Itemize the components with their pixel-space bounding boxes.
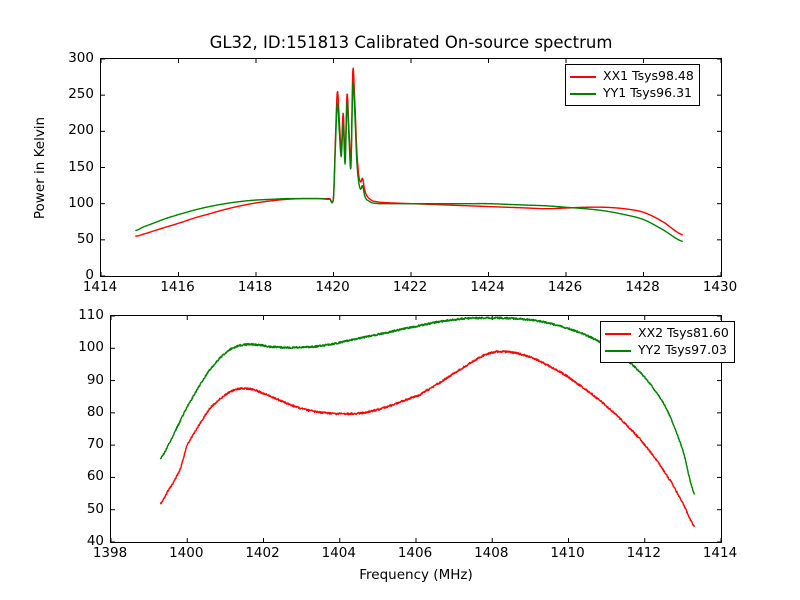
x-tick-label: 1408 [474,545,509,561]
y-tick-label: 300 [68,50,94,66]
y-tick-label: 40 [86,533,104,549]
legend-color-swatch [605,349,631,352]
bottom-panel-xlabel: Frequency (MHz) [359,567,473,583]
data-series-line [159,350,696,527]
legend-label: XX1 Tsys98.48 [603,68,694,84]
x-tick-label: 1420 [315,279,350,295]
legend-color-swatch [570,92,596,95]
legend-entry[interactable]: YY2 Tsys97.03 [605,342,729,359]
y-tick-label: 100 [78,339,104,356]
y-tick-label: 250 [68,86,94,103]
x-tick-label: 1428 [625,279,660,295]
x-tick-label: 1430 [702,279,738,295]
x-tick-label: 1398 [92,545,128,561]
x-tick-label: 1400 [169,545,204,561]
y-tick-label: 90 [86,371,104,388]
legend-label: XX2 Tsys81.60 [638,325,729,341]
x-tick-label: 1414 [702,545,738,561]
y-tick-label: 50 [76,230,94,247]
legend-entry[interactable]: XX1 Tsys98.48 [570,68,694,85]
x-tick-label: 1402 [245,545,280,561]
x-tick-label: 1404 [321,545,356,561]
y-tick-label: 200 [68,122,94,139]
y-tick-label: 150 [68,158,94,175]
x-tick-label: 1410 [550,545,585,561]
x-tick-label: 1424 [470,279,505,295]
x-tick-label: 1422 [392,279,428,295]
top-panel-legend[interactable]: XX1 Tsys98.48 YY1 Tsys96.31 [565,64,700,106]
y-tick-label: 100 [68,194,94,211]
legend-entry[interactable]: XX2 Tsys81.60 [605,325,729,342]
legend-label: YY1 Tsys96.31 [603,85,692,101]
legend-entry[interactable]: YY1 Tsys96.31 [570,85,694,102]
y-tick-label: 50 [86,500,104,517]
x-tick-label: 1416 [160,279,195,295]
x-tick-label: 1412 [626,545,661,561]
data-series-line [135,81,683,242]
legend-color-swatch [570,75,596,78]
y-tick-label: 110 [78,307,104,323]
y-tick-label: 60 [86,468,104,485]
x-tick-label: 1426 [547,279,583,295]
legend-color-swatch [605,332,631,335]
top-panel-plot [101,59,721,276]
figure-title: GL32, ID:151813 Calibrated On-source spe… [209,33,613,52]
bottom-panel-legend[interactable]: XX2 Tsys81.60 YY2 Tsys97.03 [600,321,735,363]
x-tick-label: 1406 [397,545,433,561]
y-tick-label: 0 [85,267,94,283]
x-tick-label: 1418 [237,279,273,295]
y-tick-label: 70 [86,436,104,453]
legend-label: YY2 Tsys97.03 [638,342,727,358]
y-tick-label: 80 [86,403,104,420]
x-tick-label: 1414 [82,279,118,295]
